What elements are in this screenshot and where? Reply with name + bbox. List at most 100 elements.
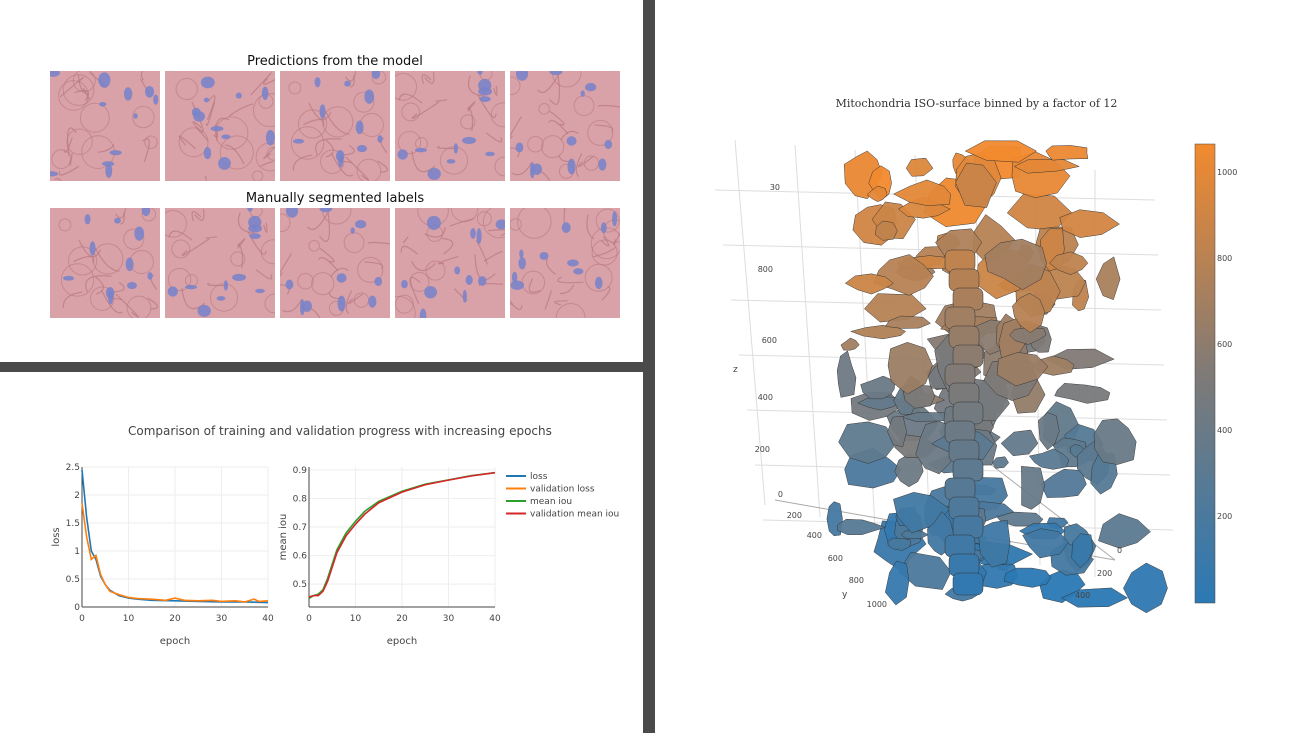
mitochondrion (600, 222, 607, 234)
membrane-stroke (58, 165, 80, 176)
mitochondrion (515, 71, 529, 81)
mitochondrion (337, 295, 346, 312)
cell-outline (60, 263, 95, 297)
x-tick-label: 40 (262, 614, 274, 624)
mitochondrion (235, 92, 242, 99)
membrane-stroke (342, 144, 355, 156)
legend-label: validation mean iou (530, 510, 619, 520)
mitochondrion-blob (944, 249, 976, 273)
mitochondrion-blob (893, 179, 951, 206)
cell-outline (510, 218, 522, 231)
label-tile (165, 208, 275, 318)
membrane-stroke (475, 239, 489, 265)
mitochondrion (612, 211, 618, 227)
membrane-stroke (441, 237, 454, 255)
cell-outline (308, 240, 320, 252)
mitochondrion (598, 158, 607, 171)
mitochondrion (594, 276, 603, 290)
series-line-validation-mean-iou (308, 471, 496, 598)
cell-outline (288, 81, 302, 95)
mitochondrion-blob (1028, 448, 1070, 470)
mitochondrion (62, 275, 75, 281)
y-tick-label: 2 (74, 491, 80, 501)
membrane-stroke (424, 71, 435, 84)
z-tick-label: 800 (758, 265, 773, 274)
y-tick-label: 600 (828, 554, 843, 563)
mitochondrion-blob (837, 518, 887, 535)
mitochondrion-blob (952, 401, 984, 425)
mitochondrion (465, 275, 473, 286)
membrane-stroke (600, 235, 610, 247)
mitochondrion (401, 279, 408, 289)
mitochondrion (478, 87, 493, 96)
mitochondrion (549, 71, 563, 76)
x-tick-label: 0 (79, 614, 85, 624)
mitochondrion-blob (905, 157, 934, 177)
cell-outline (311, 272, 335, 296)
mitochondrion (477, 71, 483, 75)
mitochondrion (261, 86, 269, 100)
membrane-stroke (303, 118, 325, 127)
cell-outline (587, 119, 614, 146)
colorbar-tick-label: 600 (1217, 340, 1232, 349)
z-axis-label: z (733, 365, 738, 375)
membrane-stroke (318, 256, 339, 272)
mitochondrion-blob (900, 529, 929, 540)
labels-title: Manually segmented labels (245, 191, 425, 206)
cell-outline (397, 130, 422, 155)
mitochondrion (105, 287, 115, 299)
cell-outline (67, 246, 98, 276)
cell-outline (297, 109, 328, 139)
mitochondrion (105, 163, 113, 178)
membrane-stroke (63, 137, 73, 153)
cell-outline (215, 116, 249, 150)
cell-outline (555, 302, 586, 318)
x-tick-label: 400 (1075, 591, 1090, 600)
membrane-stroke (178, 135, 196, 149)
x-tick-label: 40 (489, 614, 501, 624)
cell-outline (490, 102, 505, 128)
cell-outline (591, 239, 618, 266)
mitochondrion-blob (948, 325, 980, 349)
mitochondrion-blob (952, 287, 984, 311)
mitochondrion (604, 139, 613, 149)
isosurface-title: Mitochondria ISO-surface binned by a fac… (835, 97, 1118, 110)
membrane-stroke (205, 236, 218, 239)
mitochondrion-blob (1093, 418, 1137, 465)
membrane-stroke (510, 300, 523, 310)
y-tick-label: 1.5 (66, 519, 80, 529)
mitochondrion (301, 300, 313, 312)
membrane-stroke (544, 290, 553, 310)
legend: loss validation loss mean iou validation me… (506, 472, 619, 520)
mitochondrion-blob (1049, 251, 1089, 275)
mitochondrion-blob (1071, 533, 1094, 569)
prediction-tile (280, 71, 390, 181)
membrane-stroke (206, 101, 216, 127)
legend-label: mean iou (530, 497, 572, 507)
membrane-stroke (398, 93, 423, 104)
mitochondrion-blob (964, 140, 1037, 163)
membrane-stroke (411, 101, 440, 119)
mitochondrion (89, 241, 96, 256)
cell-outline (541, 135, 565, 159)
cell-outline (62, 74, 95, 106)
mitochondrion-blob (860, 375, 895, 400)
mitochondrion (515, 142, 524, 153)
membrane-stroke (435, 99, 448, 102)
prediction-tile (395, 71, 505, 181)
mitochondrion (99, 101, 107, 107)
mitochondrion-blob (1038, 412, 1060, 451)
membrane-stroke (194, 208, 205, 221)
cell-outline (266, 146, 275, 161)
mitochondrion (479, 96, 491, 102)
cell-outline (371, 71, 387, 85)
mitochondrion (531, 163, 543, 175)
membrane-stroke (510, 303, 513, 305)
mitochondrion (114, 217, 121, 224)
cell-outline (353, 91, 375, 113)
y-tick-label: 0.5 (66, 575, 80, 585)
membrane-stroke (150, 274, 158, 291)
cell-outline (425, 260, 446, 281)
mitochondrion-blob (875, 220, 898, 241)
cell-outline (167, 267, 192, 292)
